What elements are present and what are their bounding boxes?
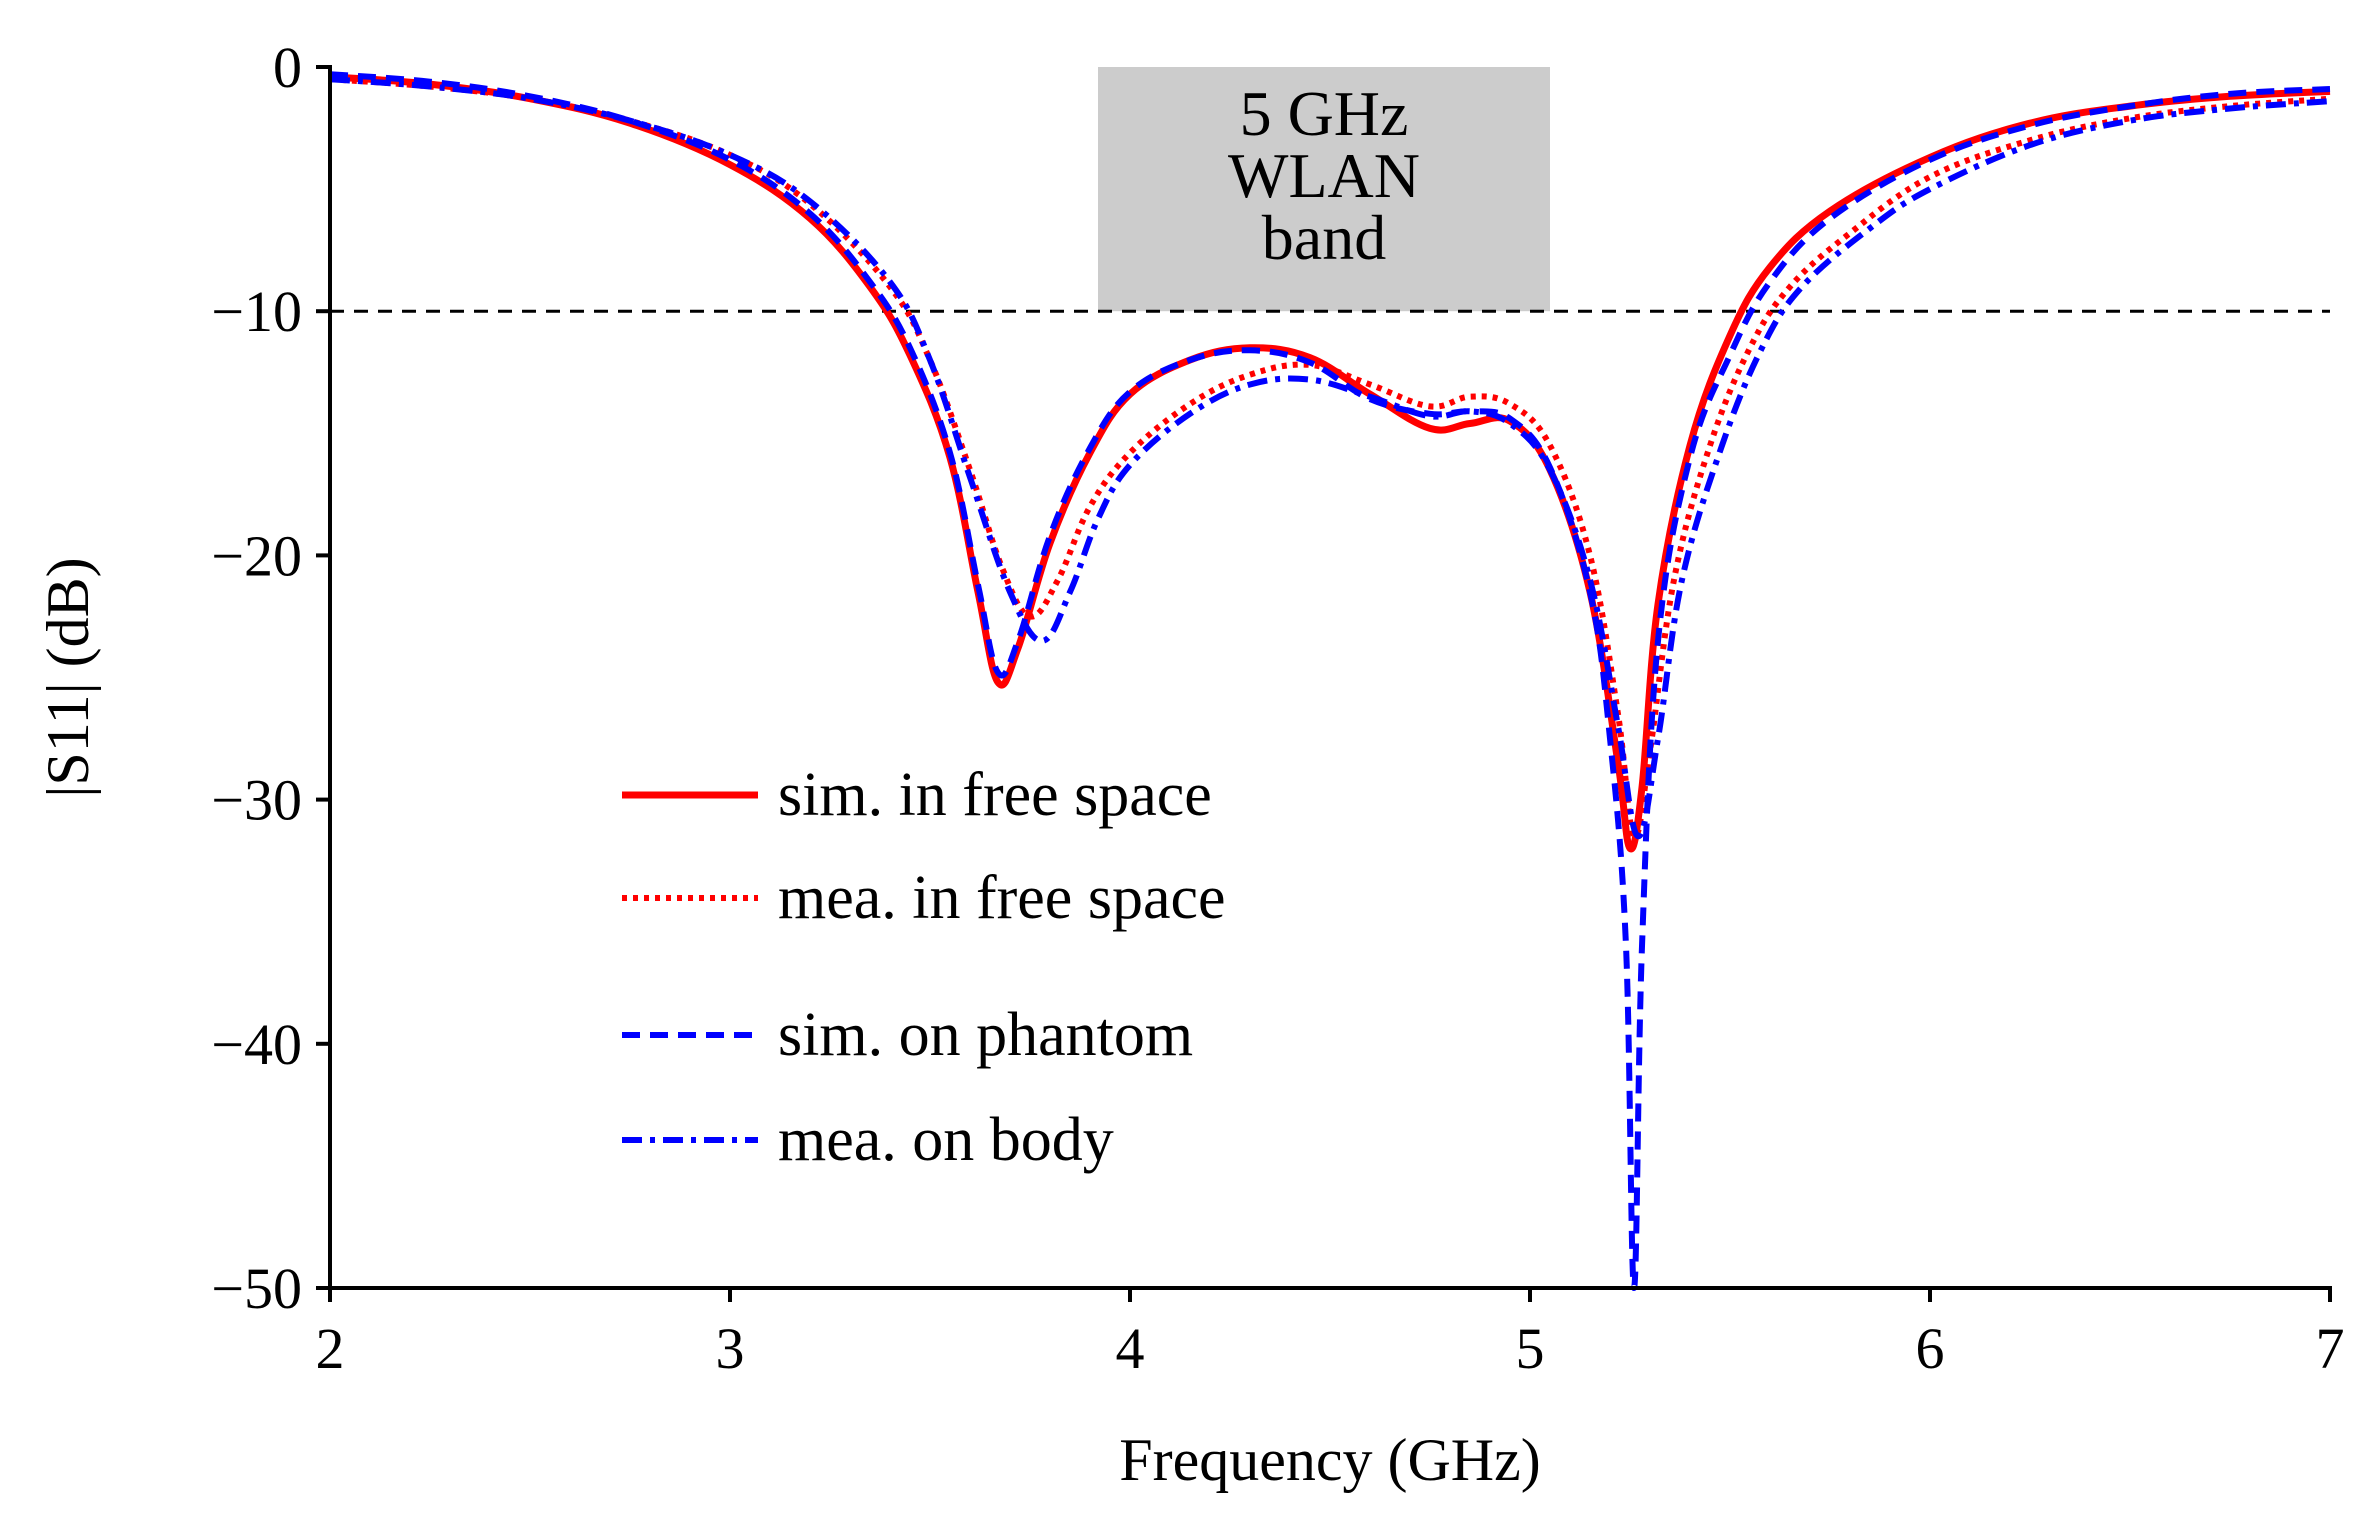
x-tick-label: 7: [2316, 1316, 2345, 1381]
series-mea-body: [329, 76, 2331, 840]
y-tick-label: −10: [211, 279, 302, 344]
legend: sim. in free space mea. in free space si…: [622, 761, 1226, 1174]
x-tick-label: 4: [1116, 1316, 1145, 1381]
y-tick-label: −50: [211, 1256, 302, 1321]
x-tick-label: 5: [1516, 1316, 1545, 1381]
legend-label-sim-free-space: sim. in free space: [778, 761, 1212, 829]
x-tick-label: 3: [716, 1316, 745, 1381]
series-layer: [329, 71, 2331, 1291]
series-sim-phantom: [329, 71, 2331, 1291]
band-label-line-1: 5 GHz: [1240, 78, 1409, 149]
band-label-line-2: WLAN: [1228, 140, 1420, 211]
y-tick-label: −40: [211, 1012, 302, 1077]
y-tick-label: 0: [273, 35, 302, 100]
x-ticks: 2 3 4 5 6 7: [316, 1288, 2345, 1381]
y-tick-label: −20: [211, 523, 302, 588]
y-axis-title: |S11| (dB): [35, 557, 101, 797]
legend-label-mea-body: mea. on body: [778, 1106, 1114, 1174]
legend-label-sim-phantom: sim. on phantom: [778, 1001, 1193, 1069]
x-tick-label: 6: [1916, 1316, 1945, 1381]
y-ticks: 0 −10 −20 −30 −40 −50: [211, 35, 330, 1321]
band-label-line-3: band: [1262, 202, 1386, 273]
x-axis-title: Frequency (GHz): [1119, 1427, 1541, 1493]
y-tick-label: −30: [211, 768, 302, 833]
legend-label-mea-free-space: mea. in free space: [778, 864, 1226, 932]
wlan-band-region: [1098, 67, 1550, 312]
x-tick-label: 2: [316, 1316, 345, 1381]
